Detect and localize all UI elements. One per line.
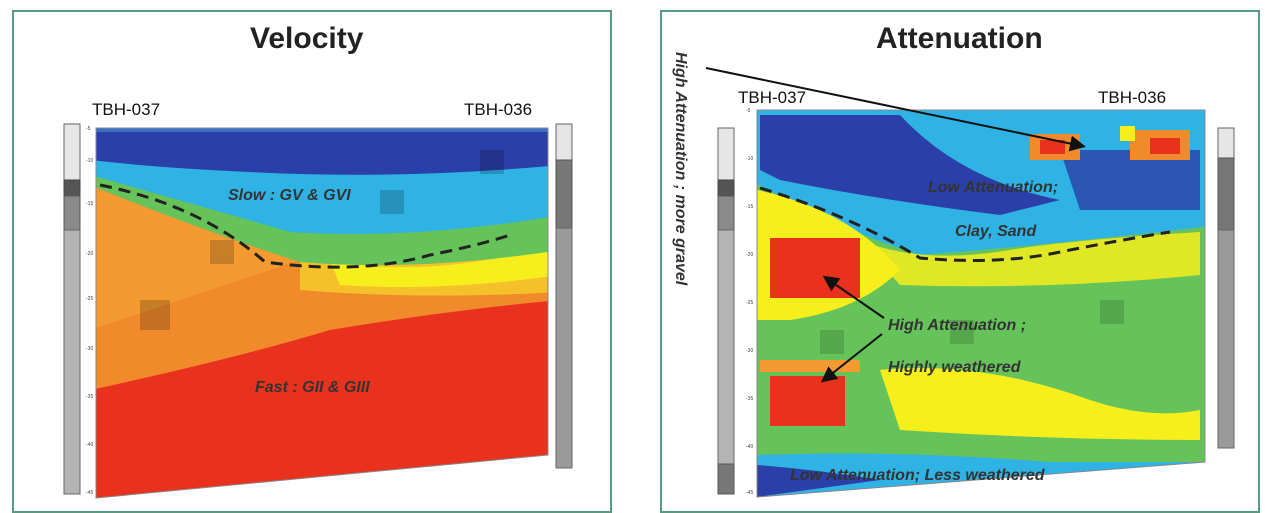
velocity-right-borehole-log [555,123,573,469]
attenuation-tick-label: -30 [746,348,753,354]
velocity-depth-axis: -5 -10 -15 -20 -25 -30 -35 -40 -45 [86,126,93,496]
velocity-tick-label: -15 [86,201,93,207]
velocity-left-borehole-label: TBH-037 [92,100,161,119]
attenuation-tick-label: -35 [746,396,753,402]
attenuation-title: Attenuation [876,22,1043,55]
attenuation-right-borehole-log [1217,127,1235,449]
attenuation-boundary-line [759,186,1171,262]
low-attenuation-annotation: Low Attenuation; [928,179,1058,196]
velocity-tick-label: -35 [86,394,93,400]
arrow-to-upper-high-zone [822,275,885,319]
velocity-tomogram: -5 -10 -15 -20 -25 -30 -35 -40 -45 Slow … [86,126,549,499]
velocity-slow-annotation: Slow : GV & GVI [228,187,351,204]
attenuation-tick-label: -20 [746,252,753,258]
highly-weathered-annotation: Highly weathered [888,359,1022,376]
gravel-side-label: High Attenuation ; more gravel [672,52,689,286]
attenuation-tomogram: -5 -10 -15 -20 -25 -30 -35 -40 -45 Low A… [705,67,1206,498]
attenuation-right-borehole-label: TBH-036 [1098,88,1167,107]
attenuation-left-borehole-label: TBH-037 [738,88,807,107]
less-weathered-annotation: Low Attenuation; Less weathered [790,467,1046,484]
attenuation-depth-axis: -5 -10 -15 -20 -25 -30 -35 -40 -45 [746,108,753,496]
velocity-fast-annotation: Fast : GII & GIII [255,379,370,396]
velocity-tick-label: -20 [86,251,93,257]
clay-sand-annotation: Clay, Sand [955,223,1037,240]
high-attenuation-annotation: High Attenuation ; [888,317,1026,334]
velocity-tick-label: -25 [86,296,93,302]
attenuation-left-borehole-log [717,127,735,495]
velocity-boundary-line [99,183,511,269]
attenuation-tick-label: -10 [746,156,753,162]
attenuation-tick-label: -45 [746,490,753,496]
velocity-tick-label: -10 [86,158,93,164]
attenuation-tick-label: -25 [746,300,753,306]
velocity-tick-label: -30 [86,346,93,352]
velocity-tick-label: -45 [86,490,93,496]
velocity-right-borehole-label: TBH-036 [464,100,533,119]
attenuation-tick-label: -40 [746,444,753,450]
velocity-tick-label: -40 [86,442,93,448]
arrow-to-gravel-zone [705,67,1086,152]
velocity-tick-label: -5 [86,126,91,132]
attenuation-tick-label: -5 [746,108,751,114]
velocity-left-borehole-log [63,123,81,495]
arrow-to-lower-high-zone [820,333,883,383]
velocity-title: Velocity [250,22,364,55]
attenuation-tick-label: -15 [746,204,753,210]
